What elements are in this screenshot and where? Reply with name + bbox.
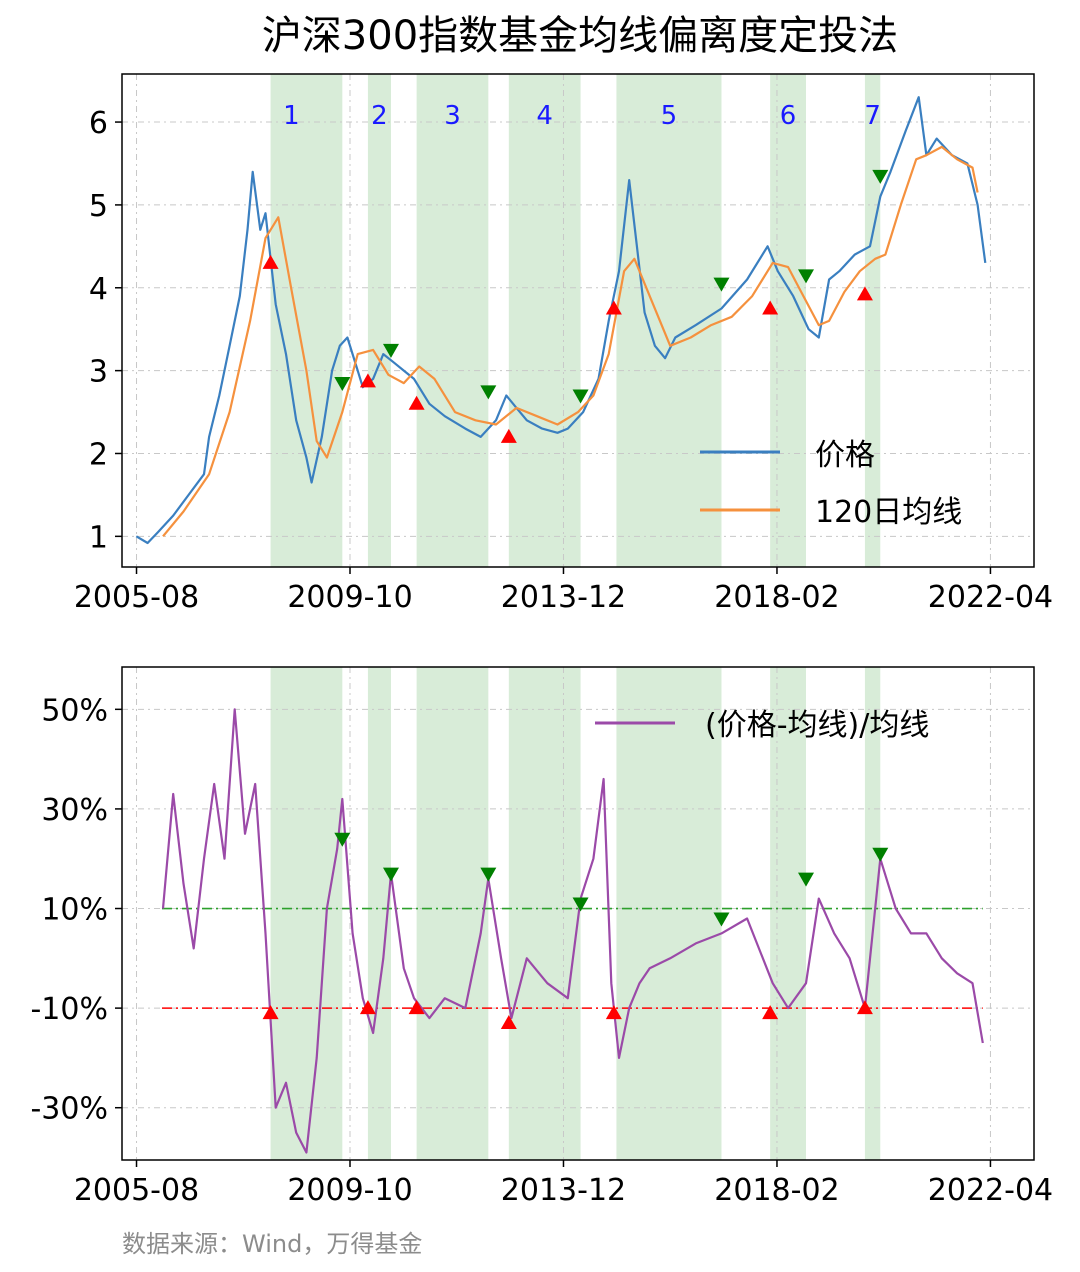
deviation-panel: 2005-08 2009-10 2013-12 2018-02 2022-04 50% 30… [30,666,1053,1208]
shaded-period-4 [508,667,581,1160]
shaded-period-2 [367,667,391,1160]
chart-title: 沪深300指数基金均线偏离度定投法 [262,13,898,59]
sell-marker [480,385,497,400]
x-tick-label: 2018-02 [714,1173,839,1208]
sell-marker [382,867,399,882]
y-tick-label: 3 [89,355,108,390]
deviation-legend: (价格-均线)/均线 [595,708,929,743]
buy-marker [500,1015,517,1030]
sell-marker [798,269,814,284]
x-tick-label: 2013-12 [501,1173,626,1208]
y-tick-label: 2 [89,437,108,472]
period-label-2: 2 [371,101,388,131]
y-tick-label: 50% [41,693,108,728]
period-label-5: 5 [661,101,678,131]
x-tick-label: 2005-08 [74,580,199,615]
y-tick-label: -30% [30,1092,108,1127]
legend-label-ma: 120日均线 [815,495,962,530]
y-tick-label: 4 [89,272,108,307]
y-tick-label: 6 [89,106,108,141]
sell-marker [572,897,589,912]
y-tick-label: 1 [89,520,108,555]
period-label-1: 1 [283,101,300,131]
shaded-period-5 [616,74,722,567]
y-tick-label: 5 [89,189,108,224]
buy-marker [359,1000,376,1015]
shaded-period-6 [770,74,806,567]
sell-marker [382,343,399,358]
shaded-period-5 [616,667,722,1160]
series-line-0 [161,708,984,1154]
buy-marker [359,373,376,388]
price-panel-frame [121,73,1035,568]
x-tick-label: 2013-12 [501,580,626,615]
period-label-6: 6 [780,101,797,131]
sell-marker [572,389,589,404]
shaded-period-6 [770,667,806,1160]
deviation-panel-frame [121,666,1035,1161]
sell-marker [872,847,889,862]
shaded-period-1 [270,667,343,1160]
buy-marker [500,428,517,443]
sell-marker [480,867,497,882]
legend-label-deviation: (价格-均线)/均线 [705,708,929,743]
period-label-4: 4 [536,101,553,131]
buy-marker [262,254,279,269]
buy-marker [605,1005,622,1020]
shaded-period-4 [508,74,581,567]
legend-label-price: 价格 [815,438,875,473]
shaded-period-1 [270,74,343,567]
shaded-period-7 [864,74,881,567]
shaded-period-2 [367,74,391,567]
price-legend: 价格 120日均线 [700,438,962,530]
y-tick-label: 30% [41,793,108,828]
buy-marker [762,1005,779,1020]
buy-marker [605,300,622,315]
price-panel: 1 2 3 4 5 6 7 2005-08 2009-10 2013-12 2018-02 2022… [74,73,1053,615]
sell-marker [872,169,889,184]
buy-marker [856,286,873,301]
x-tick-label: 2018-02 [714,580,839,615]
y-tick-label: -10% [30,992,108,1027]
shaded-period-3 [416,667,489,1160]
shaded-period-3 [416,74,489,567]
buy-marker [408,395,425,410]
buy-marker [856,1000,873,1015]
series-line-1 [162,145,979,538]
sell-marker [713,912,730,927]
x-tick-label: 2009-10 [287,580,412,615]
x-tick-label: 2005-08 [74,1173,199,1208]
buy-marker [408,1000,425,1015]
y-tick-label: 10% [41,893,108,928]
sell-marker [713,277,730,292]
sell-marker [334,377,351,392]
shaded-period-7 [864,667,881,1160]
data-source: 数据来源：Wind，万得基金 [122,1230,422,1258]
x-tick-label: 2022-04 [928,1173,1053,1208]
period-label-7: 7 [864,101,881,131]
buy-marker [262,1005,279,1020]
sell-marker [334,832,351,847]
sell-marker [798,872,814,887]
x-tick-label: 2022-04 [928,580,1053,615]
x-tick-label: 2009-10 [287,1173,412,1208]
period-label-3: 3 [444,101,461,131]
buy-marker [762,300,779,315]
